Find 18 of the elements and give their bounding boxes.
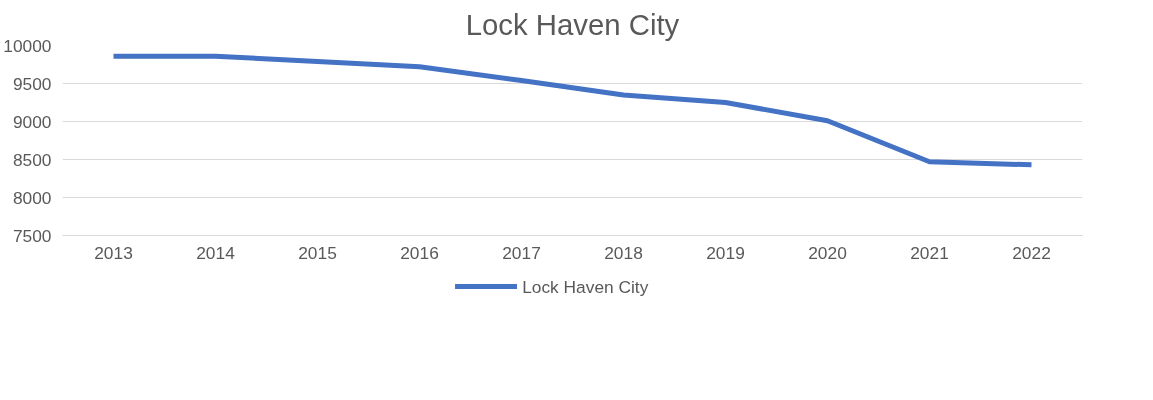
y-tick-label: 10000 (3, 35, 52, 56)
x-tick-label: 2020 (808, 242, 847, 263)
y-tick-label: 8500 (12, 149, 52, 170)
y-tick-label: 8000 (12, 187, 52, 208)
x-tick-label: 2015 (298, 242, 337, 263)
x-tick-label: 2017 (502, 242, 541, 263)
x-tick-label: 2021 (910, 242, 949, 263)
y-tick-label: 7500 (12, 225, 52, 246)
chart-title: Lock Haven City (465, 7, 680, 41)
x-tick-label: 2022 (1012, 242, 1051, 263)
legend-label: Lock Haven City (522, 276, 649, 297)
y-tick-label: 9000 (12, 111, 52, 132)
x-tick-label: 2019 (706, 242, 745, 263)
x-tick-label: 2013 (94, 242, 133, 263)
y-tick-label: 9500 (12, 73, 52, 94)
x-tick-label: 2014 (196, 242, 236, 263)
x-tick-label: 2016 (400, 242, 439, 263)
x-tick-label: 2018 (604, 242, 643, 263)
